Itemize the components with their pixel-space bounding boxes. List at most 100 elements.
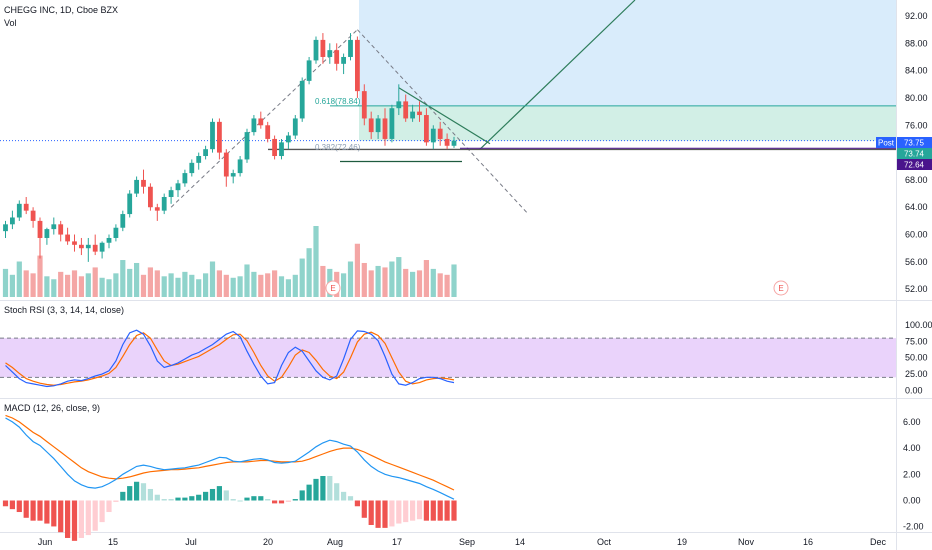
macd-histogram-bar [396,500,402,524]
volume-bar [223,274,229,297]
macd-histogram-bar [203,491,209,501]
candle-body [58,224,64,235]
stoch-rsi-label: Stoch RSI (3, 3, 14, 14, close) [4,305,124,315]
volume-bar [354,243,360,297]
volume-bar [313,226,319,297]
candle-body [120,214,126,228]
date-tick-label: Jun [38,537,53,547]
candle-body [286,135,291,143]
volume-bar [113,273,119,297]
earnings-marker-2[interactable]: E [773,280,789,296]
candle-body [141,179,146,187]
earnings-marker-1[interactable]: E [325,280,341,296]
price-tick-label: 52.00 [905,284,928,294]
macd-tick-label: 2.00 [903,469,921,479]
candle-body [210,121,215,150]
volume-bar [2,268,9,297]
macd-histogram-bar [403,500,409,523]
volume-bar [265,273,271,297]
candle-body [106,237,112,243]
date-tick-label: 14 [515,537,525,547]
macd-histogram-bar [437,500,443,521]
volume-bar [51,279,57,297]
volume-bar [244,264,250,297]
macd-histogram-bar [182,497,188,501]
macd-histogram-bar [51,500,57,527]
level-price-value: 72.64 [904,161,925,170]
candle-body [72,241,77,245]
candle-body [175,183,181,191]
candle-body [361,91,367,119]
price-tick-label: 64.00 [905,202,928,212]
macd-histogram-bar [382,500,388,528]
candle-body [444,138,450,146]
date-tick-label: 20 [263,537,273,547]
volume-bar [99,277,105,297]
volume-bar [278,276,285,297]
macd-histogram-bar [292,499,298,501]
macd-histogram-bar [223,490,229,501]
macd-tick-label: 6.00 [903,417,921,427]
date-tick-label: Sep [459,537,475,547]
resistance-line[interactable] [398,87,491,145]
volume-bar [161,276,167,297]
date-tick-label: Oct [597,537,612,547]
macd-histogram-bar [416,500,423,520]
volume-bar [361,262,367,297]
macd-histogram-bar [216,486,222,501]
candle-body [348,39,353,57]
candle-body [85,244,91,249]
macd-line [5,417,455,500]
level-price-badge: 72.64 [897,159,932,170]
candle-body [196,156,202,163]
volume-bar [410,271,416,297]
candle-body [99,242,105,252]
candle-body [320,39,326,57]
macd-histogram-bar [244,497,250,501]
volume-bar [9,274,15,297]
volume-bar [65,274,71,297]
breakout-projection[interactable] [479,0,636,150]
candle-body [189,162,195,174]
candle-body [113,227,119,238]
volume-bar [306,248,312,297]
volume-bar [23,270,29,297]
macd-histogram-bar [375,500,381,528]
macd-histogram-bar [175,497,181,501]
stoch-d-line [5,331,455,386]
macd-histogram-bar [341,491,347,501]
stoch-tick-label: 100.00 [905,320,932,330]
volume-bar [189,274,195,297]
candle-body [451,140,457,146]
stoch-tick-label: 75.00 [905,336,928,346]
macd-histogram-bar [230,499,236,501]
macd-histogram-bar [140,483,147,501]
candle-body [134,179,139,194]
candle-body [51,224,57,230]
macd-histogram-bar [134,481,140,501]
candle-body [223,152,229,177]
date-tick-label: 16 [803,537,813,547]
volume-bar [230,277,236,297]
volume-bar [403,268,409,297]
macd-histogram-bar [196,494,202,501]
post-price-value: 73.75 [904,139,925,148]
axes: 92.0088.0084.0080.0076.0072.0068.0064.00… [38,11,932,547]
price-tick-label: 84.00 [905,66,928,76]
candle-body [313,39,319,61]
volume-bar [196,279,202,297]
candle-body [217,121,222,153]
macd-histogram-bar [9,500,15,510]
candle-body [251,118,257,133]
volume-bar [58,271,64,297]
volume-bar [30,273,36,297]
macd-histogram-bar [106,500,112,513]
volume-bar [134,262,140,297]
volume-bar [216,270,222,297]
candle-body [237,159,243,174]
candle-body [272,138,277,157]
candle-body [410,111,415,119]
uptrend-line[interactable] [170,29,358,208]
volume-bar [347,261,354,297]
